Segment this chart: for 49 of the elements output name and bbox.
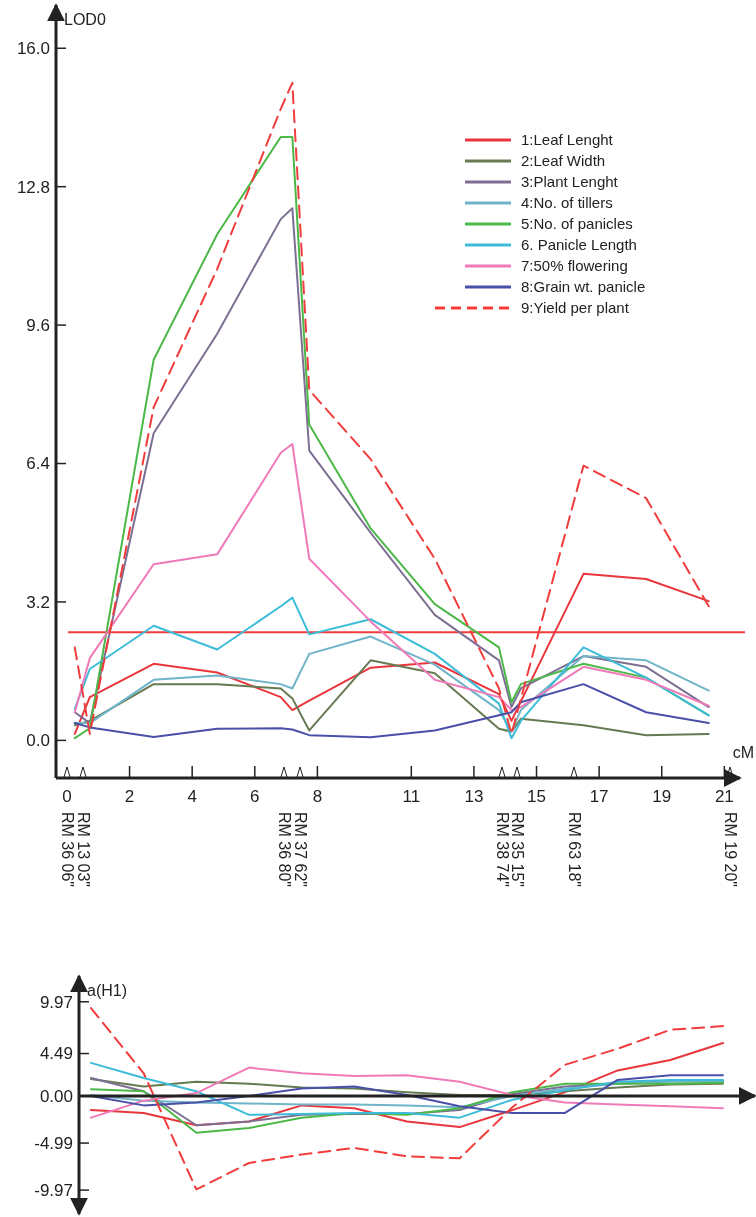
text: RM 36 06": [58, 812, 76, 888]
line-series: [73, 683, 710, 739]
line-series: [73, 659, 710, 737]
x-tick-label: 11: [402, 787, 421, 806]
x-tick-label: 8: [312, 787, 323, 806]
x-tick-label: 2: [124, 787, 135, 806]
legend-label: 7:50% flowering: [521, 257, 628, 275]
legend-label: 8:Grain wt. panicle: [521, 278, 646, 296]
x-tick-label: 13: [464, 787, 484, 806]
y-tick-label: 9.6: [26, 316, 50, 336]
y-tick-label: 12.8: [16, 177, 50, 197]
legend-label: 5:No. of panicles: [521, 215, 633, 233]
x-axis-title: cM: [732, 744, 754, 761]
x-tick-label: 19: [652, 787, 672, 806]
y-tick-label: 3.2: [26, 592, 50, 612]
legend-label: 3:Plant Lenght: [521, 173, 619, 191]
y-tick-label: 0.00: [39, 1086, 73, 1106]
text: RM 37 62": [291, 812, 309, 888]
y-tick-label: 16.0: [16, 39, 50, 59]
legend-label: 1:Leaf Lenght: [521, 131, 614, 149]
text: RM 13 03": [74, 812, 92, 888]
text: RM 35 15": [508, 812, 526, 888]
y-tick-label: -4.99: [34, 1134, 73, 1154]
line-series: [73, 596, 710, 740]
y-tick-label: 6.4: [26, 454, 50, 474]
line-series: [73, 443, 710, 714]
x-tick-label: 4: [187, 787, 197, 806]
y-tick-label: -9.97: [34, 1181, 73, 1201]
legend-label: 6. Panicle Length: [521, 236, 637, 254]
y-tick-label: 4.49: [39, 1044, 73, 1064]
legend-label: 2:Leaf Width: [521, 152, 606, 170]
legend-label: 4:No. of tillers: [521, 194, 613, 212]
x-tick-label: 17: [589, 787, 609, 806]
y-axis-title: a(H1): [87, 982, 128, 999]
line-series: [90, 1007, 724, 1191]
text: RM 19 20": [721, 812, 739, 888]
x-tick-label: 0: [62, 787, 72, 806]
x-tick-label: 21: [714, 787, 734, 806]
text: RM 36 80": [275, 812, 293, 888]
y-axis-title: LOD0: [64, 11, 106, 28]
y-tick-label: 9.97: [39, 992, 73, 1012]
text: RM 38 74": [493, 812, 511, 888]
x-tick-label: 6: [250, 787, 260, 806]
line-series: [90, 1081, 724, 1134]
text: RM 63 18": [565, 812, 583, 888]
line-series: [73, 635, 710, 733]
y-tick-label: 0.0: [26, 731, 50, 751]
legend-label: 9:Yield per plant: [521, 299, 630, 317]
x-tick-label: 15: [527, 787, 546, 806]
